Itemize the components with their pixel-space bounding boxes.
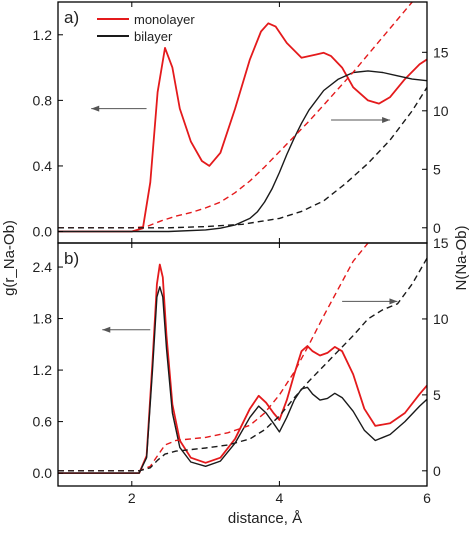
right-tick-label: 0: [433, 463, 441, 479]
left-tick-label: 1.8: [33, 311, 53, 327]
arrow-to-right-axis: [331, 117, 391, 124]
legend-label: monolayer: [134, 12, 195, 27]
left-tick-label: 2.4: [33, 259, 53, 275]
series-line-bilayer: [58, 70, 427, 233]
series-line-bilayer-n: [58, 87, 427, 229]
left-tick-label: 0.0: [33, 224, 53, 240]
series-line-monolayer: [58, 263, 427, 474]
panel-frame: [57, 1, 428, 244]
series-group: [58, 243, 427, 474]
right-y-axis-title: N(Na-Ob): [453, 225, 470, 290]
series-line-bilayer-n: [58, 257, 427, 472]
legend-label: bilayer: [134, 29, 173, 44]
arrow-to-right-axis: [342, 298, 398, 305]
right-tick-label: 15: [433, 235, 449, 251]
x-tick-label: 2: [128, 490, 136, 506]
panel-a: 0.0 0.4 0.8 1.2 0 5 10 15 a): [33, 1, 449, 244]
series-line-monolayer-n: [58, 2, 413, 229]
series-group: [58, 2, 427, 233]
right-tick-label: 10: [433, 103, 449, 119]
right-tick-label: 5: [433, 387, 441, 403]
x-tick-label: 6: [423, 490, 431, 506]
left-tick-label: 0.4: [33, 158, 53, 174]
arrow-to-left-axis: [102, 326, 151, 333]
left-tick-label: 1.2: [33, 27, 53, 43]
right-tick-label: 5: [433, 161, 441, 177]
left-tick-label: 1.2: [33, 362, 53, 378]
legend: monolayer bilayer: [97, 12, 195, 44]
left-y-axis-title: g(r_Na-Ob): [1, 220, 18, 296]
series-line-bilayer: [58, 286, 427, 474]
series-line-monolayer-n: [58, 243, 369, 472]
series-line-monolayer: [58, 22, 427, 233]
left-tick-label: 0.8: [33, 92, 53, 108]
right-tick-label: 15: [433, 44, 449, 60]
x-axis-title: distance, Å: [228, 510, 302, 527]
panel-label: b): [64, 249, 79, 268]
x-tick-label: 4: [276, 490, 284, 506]
left-tick-label: 0.6: [33, 414, 53, 430]
panel-b: 0.0 0.6 1.2 1.8 2.4 0 5 10 15 b) 2 4 6: [33, 235, 449, 506]
panel-frame: [57, 242, 428, 487]
arrow-to-left-axis: [91, 105, 147, 112]
panel-label: a): [64, 8, 79, 27]
left-tick-label: 0.0: [33, 465, 53, 481]
right-tick-label: 10: [433, 311, 449, 327]
right-tick-label: 0: [433, 220, 441, 236]
